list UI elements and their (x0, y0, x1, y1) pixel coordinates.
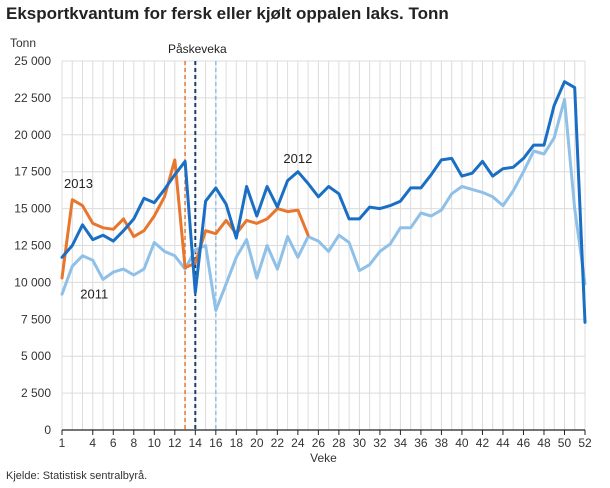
x-tick-label: 1 (59, 436, 66, 450)
series-label-2013: 2013 (64, 176, 93, 191)
y-tick-label: 2 500 (21, 386, 51, 400)
series-label-2011: 2011 (80, 287, 108, 302)
y-tick-label: 15 000 (14, 202, 51, 216)
source-note: Kjelde: Statistisk sentralbyrå. (6, 470, 148, 482)
series-lines (60, 80, 587, 324)
y-tick-label: 17 500 (14, 165, 51, 179)
x-tick-label: 6 (110, 436, 117, 450)
x-tick-label: 22 (271, 436, 285, 450)
x-tick-label: 30 (353, 436, 367, 450)
x-tick-label: 4 (89, 436, 96, 450)
axes: 0 2 500 5 000 7 500 10 000 12 500 15 000 17 500… (10, 36, 592, 465)
x-tick-label: 40 (455, 436, 469, 450)
y-tick-label: 25 000 (14, 54, 51, 68)
y-axis-title: Tonn (10, 36, 36, 50)
x-tick-label: 26 (312, 436, 326, 450)
x-tick-label: 38 (435, 436, 449, 450)
x-tick-label: 36 (414, 436, 428, 450)
x-tick-label: 48 (537, 436, 551, 450)
x-tick-label: 18 (230, 436, 244, 450)
x-tick-label: 50 (558, 436, 572, 450)
x-tick-label: 8 (130, 436, 137, 450)
y-tick-label: 12 500 (14, 239, 51, 253)
y-tick-label: 20 000 (14, 128, 51, 142)
y-tick-label: 5 000 (21, 349, 51, 363)
x-tick-label: 16 (209, 436, 223, 450)
x-tick-label: 34 (394, 436, 408, 450)
x-tick-label: 24 (291, 436, 305, 450)
x-tick-label: 46 (517, 436, 531, 450)
annotation-paskeveka: Påskeveka (168, 42, 227, 56)
chart-title: Eksportkvantum for fersk eller kjølt opp… (6, 4, 449, 23)
series-line-2013 (60, 158, 310, 280)
x-tick-label: 42 (476, 436, 490, 450)
labels: Påskeveka 2011 2013 2012 (64, 42, 312, 302)
x-tick-label: 10 (148, 436, 162, 450)
y-tick-label: 22 500 (14, 91, 51, 105)
x-tick-label: 44 (496, 436, 510, 450)
x-tick-label: 28 (332, 436, 346, 450)
x-tick-label: 20 (250, 436, 264, 450)
y-tick-label: 0 (44, 423, 51, 437)
series-line-2011 (60, 97, 587, 312)
x-tick-label: 32 (373, 436, 387, 450)
series-line-2012 (60, 80, 587, 324)
x-axis-title: Veke (310, 451, 337, 465)
series-label-2012: 2012 (283, 151, 312, 166)
y-tick-label: 10 000 (14, 275, 51, 289)
x-tick-label: 52 (578, 436, 592, 450)
y-tick-label: 7 500 (21, 312, 51, 326)
x-tick-label: 14 (189, 436, 203, 450)
x-tick-label: 12 (168, 436, 182, 450)
reference-lines (184, 61, 217, 430)
